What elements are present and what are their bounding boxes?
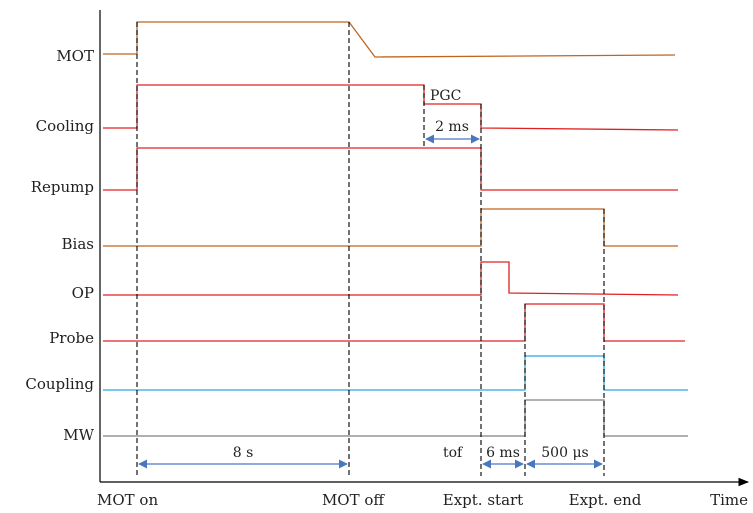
tof-duration: 6 ms bbox=[486, 445, 520, 461]
pgc-label: PGC bbox=[430, 88, 461, 104]
event-label-mot-on: MOT on bbox=[97, 491, 158, 509]
trace-op bbox=[103, 261, 679, 296]
trace-mw bbox=[103, 399, 688, 437]
signal-label-bias: Bias bbox=[62, 235, 94, 253]
trace-mot bbox=[103, 21, 676, 58]
pgc-duration: 2 ms bbox=[435, 119, 469, 135]
trace-coupling bbox=[103, 355, 688, 391]
tof-label: tof bbox=[443, 445, 464, 461]
trace-cooling bbox=[103, 84, 679, 131]
signal-label-mot: MOT bbox=[56, 47, 94, 65]
signal-label-repump: Repump bbox=[31, 178, 94, 196]
signal-label-probe: Probe bbox=[49, 329, 94, 347]
event-label-expt-start: Expt. start bbox=[443, 491, 523, 509]
signal-label-cooling: Cooling bbox=[36, 117, 95, 135]
signal-label-coupling: Coupling bbox=[25, 375, 94, 393]
trace-repump bbox=[103, 147, 678, 191]
trace-bias bbox=[103, 208, 678, 247]
expt-duration: 500 μs bbox=[541, 445, 588, 461]
signal-label-mw: MW bbox=[63, 426, 94, 444]
event-label-expt-end: Expt. end bbox=[569, 491, 642, 509]
time-axis-label: Time bbox=[710, 491, 748, 509]
signal-label-op: OP bbox=[72, 284, 94, 302]
trace-probe bbox=[103, 303, 685, 342]
event-label-mot-off: MOT off bbox=[322, 491, 385, 509]
mot-duration: 8 s bbox=[233, 445, 254, 461]
